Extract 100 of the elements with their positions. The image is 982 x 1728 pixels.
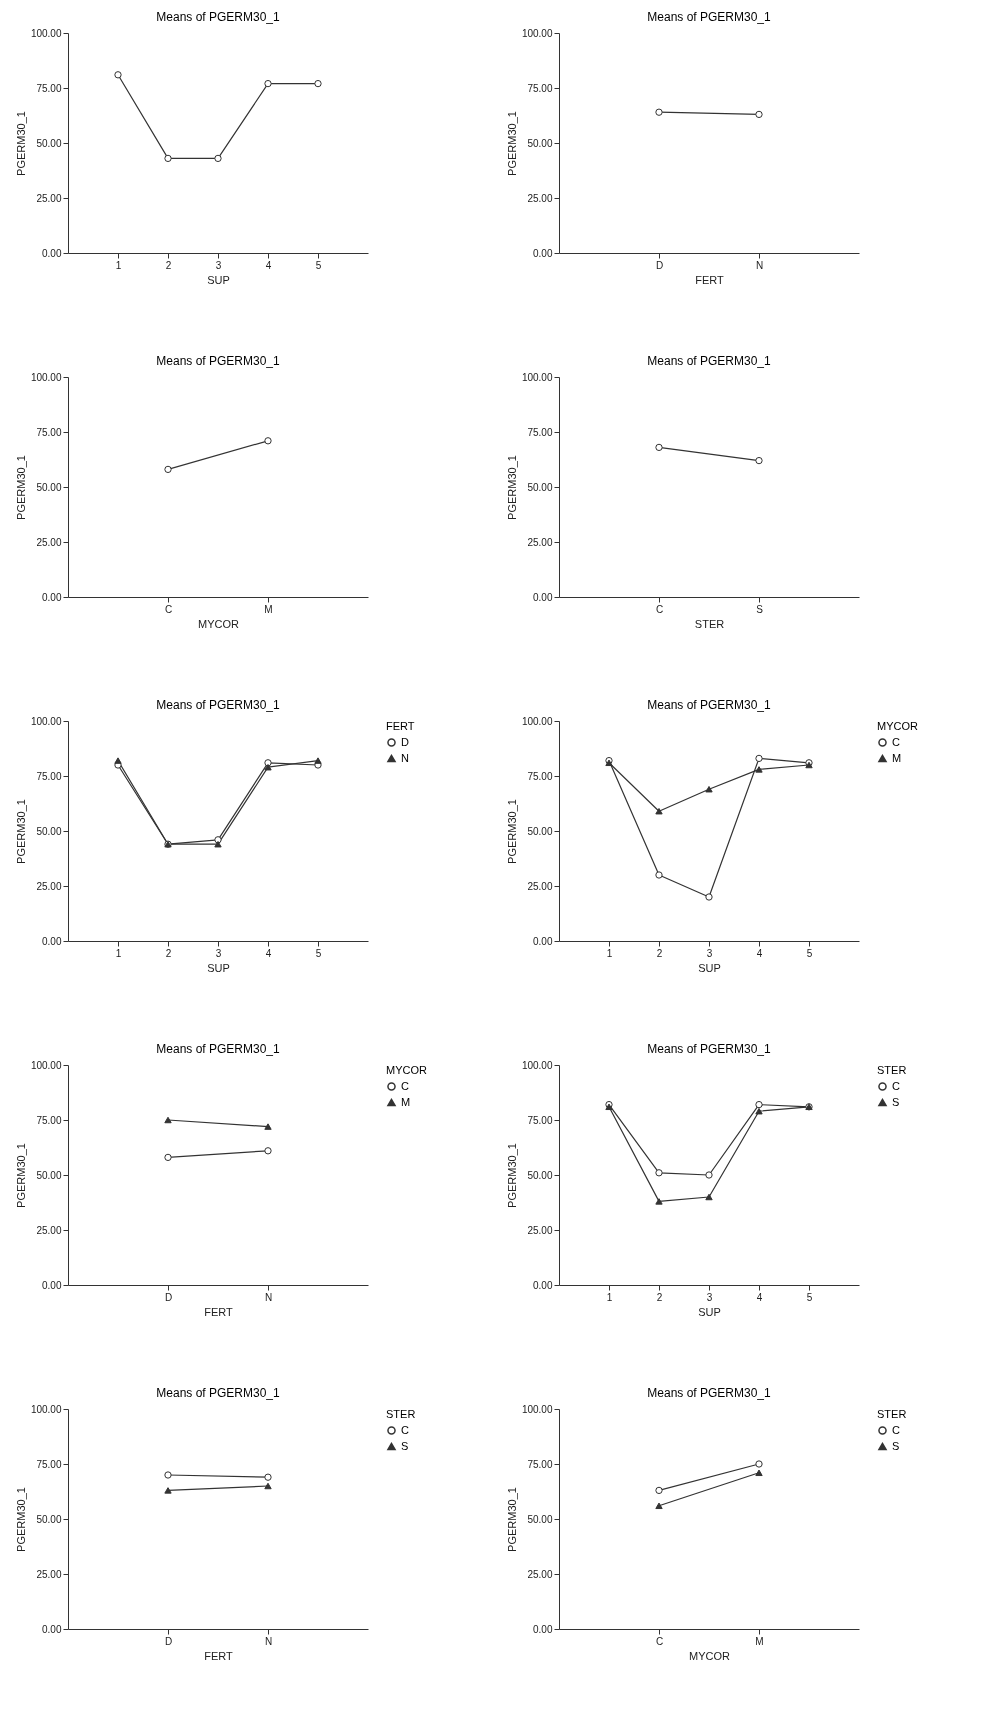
x-axis-title: STER: [694, 617, 725, 630]
y-axis-title: PGERM30_1: [505, 455, 518, 520]
chart-title: Means of PGERM30_1: [156, 1042, 281, 1056]
x-tick-label: 4: [265, 259, 272, 271]
x-tick-label: 3: [706, 947, 713, 959]
y-tick-label: 25.00: [36, 1224, 62, 1236]
y-tick-label: 75.00: [527, 770, 553, 782]
x-tick-label: C: [655, 1635, 664, 1647]
legend-label: M: [401, 1095, 411, 1108]
y-tick-label: 75.00: [527, 1114, 553, 1126]
y-tick-label: 50.00: [36, 1169, 62, 1181]
y-tick-label: 75.00: [36, 770, 62, 782]
x-axis-title: MYCOR: [198, 617, 240, 630]
x-tick-label: M: [755, 1635, 764, 1647]
legend-title: STER: [386, 1408, 416, 1420]
x-tick-label: D: [655, 259, 664, 271]
y-tick-label: 100.00: [521, 1403, 553, 1415]
x-tick-label: C: [164, 603, 173, 615]
x-tick-label: N: [264, 1291, 273, 1303]
legend-title: STER: [877, 1064, 907, 1076]
y-tick-label: 0.00: [42, 1623, 62, 1635]
legend-label: C: [892, 1079, 900, 1092]
y-tick-label: 25.00: [527, 1568, 553, 1580]
y-axis-title: PGERM30_1: [505, 799, 518, 864]
y-tick-label: 50.00: [527, 1169, 553, 1181]
x-tick-label: C: [655, 603, 664, 615]
y-axis-title: PGERM30_1: [14, 111, 27, 176]
y-tick-label: 100.00: [30, 715, 62, 727]
y-axis-title: PGERM30_1: [14, 1143, 27, 1208]
chart-title: Means of PGERM30_1: [647, 698, 772, 712]
y-tick-label: 0.00: [533, 935, 553, 947]
legend-label: S: [401, 1439, 409, 1452]
chart-title: Means of PGERM30_1: [156, 10, 281, 24]
x-axis-title: FERT: [204, 1305, 234, 1318]
y-tick-label: 100.00: [30, 371, 62, 383]
chart-title: Means of PGERM30_1: [647, 10, 772, 24]
y-tick-label: 50.00: [527, 825, 553, 837]
y-tick-label: 100.00: [521, 715, 553, 727]
x-tick-label: N: [755, 259, 764, 271]
x-tick-label: D: [164, 1291, 173, 1303]
chart-title: Means of PGERM30_1: [156, 698, 281, 712]
x-axis-title: FERT: [695, 273, 725, 286]
y-tick-label: 25.00: [36, 536, 62, 548]
legend-title: FERT: [386, 720, 415, 732]
y-tick-label: 25.00: [36, 1568, 62, 1580]
y-tick-label: 25.00: [527, 192, 553, 204]
x-axis-title: SUP: [207, 961, 230, 974]
legend-label: S: [892, 1439, 900, 1452]
x-tick-label: 5: [806, 947, 813, 959]
x-tick-label: M: [264, 603, 273, 615]
x-axis-title: SUP: [207, 273, 230, 286]
y-tick-label: 0.00: [42, 1279, 62, 1291]
y-tick-label: 50.00: [36, 825, 62, 837]
y-tick-label: 50.00: [527, 481, 553, 493]
x-axis-title: SUP: [698, 1305, 721, 1318]
x-tick-label: 4: [265, 947, 272, 959]
legend-label: C: [892, 1423, 900, 1436]
y-tick-label: 50.00: [527, 1513, 553, 1525]
y-axis-title: PGERM30_1: [14, 455, 27, 520]
y-tick-label: 0.00: [533, 247, 553, 259]
y-tick-label: 50.00: [36, 1513, 62, 1525]
x-tick-label: 3: [215, 259, 222, 271]
legend-title: STER: [877, 1408, 907, 1420]
y-tick-label: 25.00: [36, 880, 62, 892]
x-tick-label: S: [756, 603, 764, 615]
chart-title: Means of PGERM30_1: [156, 354, 281, 368]
y-tick-label: 0.00: [533, 1623, 553, 1635]
legend-label: N: [401, 751, 409, 764]
y-tick-label: 100.00: [30, 1059, 62, 1071]
legend-label: C: [892, 735, 900, 748]
x-tick-label: 1: [606, 1291, 613, 1303]
y-tick-label: 50.00: [36, 137, 62, 149]
x-tick-label: 2: [165, 259, 172, 271]
chart-title: Means of PGERM30_1: [156, 1386, 281, 1400]
x-tick-label: 2: [656, 1291, 663, 1303]
y-tick-label: 100.00: [521, 1059, 553, 1071]
y-tick-label: 25.00: [527, 880, 553, 892]
y-tick-label: 100.00: [521, 371, 553, 383]
y-tick-label: 0.00: [42, 247, 62, 259]
x-tick-label: 5: [315, 259, 322, 271]
chart-title: Means of PGERM30_1: [647, 1386, 772, 1400]
y-tick-label: 0.00: [533, 1279, 553, 1291]
y-tick-label: 0.00: [42, 935, 62, 947]
legend-label: S: [892, 1095, 900, 1108]
legend-label: C: [401, 1079, 409, 1092]
y-tick-label: 75.00: [527, 82, 553, 94]
y-tick-label: 25.00: [527, 1224, 553, 1236]
legend-label: D: [401, 735, 409, 748]
x-tick-label: 5: [315, 947, 322, 959]
legend-title: MYCOR: [877, 720, 918, 732]
y-tick-label: 75.00: [36, 82, 62, 94]
y-tick-label: 0.00: [533, 591, 553, 603]
y-tick-label: 50.00: [527, 137, 553, 149]
x-tick-label: 1: [115, 259, 122, 271]
y-axis-title: PGERM30_1: [505, 111, 518, 176]
x-tick-label: 4: [756, 947, 763, 959]
y-tick-label: 25.00: [36, 192, 62, 204]
y-axis-title: PGERM30_1: [14, 799, 27, 864]
y-tick-label: 75.00: [36, 426, 62, 438]
x-tick-label: 3: [215, 947, 222, 959]
